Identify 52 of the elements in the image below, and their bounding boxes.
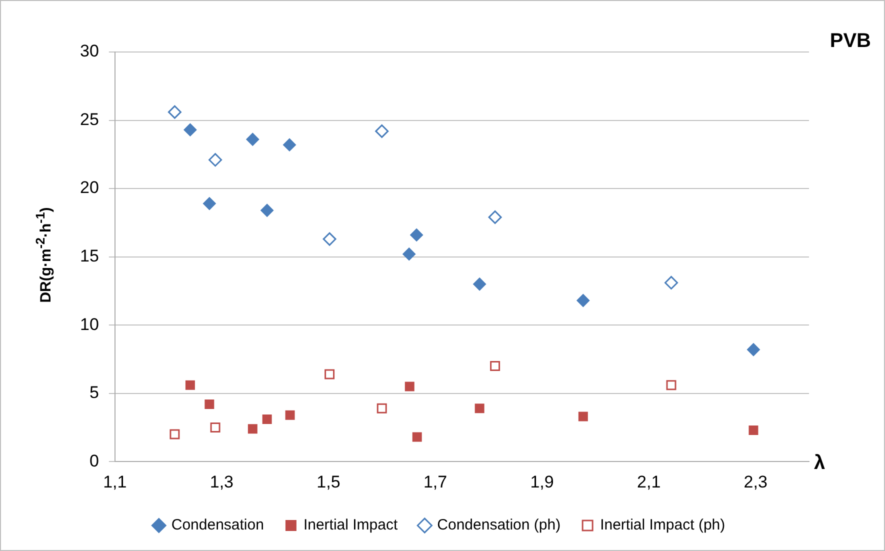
point [210,422,220,432]
point [490,361,500,372]
point [324,369,335,380]
point [246,132,260,146]
point [488,210,502,224]
point [664,276,678,290]
point [322,232,336,246]
point [578,412,588,422]
point [170,429,180,440]
point [748,425,758,435]
point [666,380,676,390]
y-tick-label: 5 [89,383,99,402]
point [404,382,414,392]
x-tick-label: 2,3 [744,472,768,492]
point [410,228,424,242]
y-tick-label: 0 [89,451,99,470]
legend-label: Condensation (ph) [437,516,561,534]
point [208,153,222,167]
point [248,424,258,434]
point [184,123,197,136]
y-tick-label: 20 [80,178,99,198]
y-tick-label: 30 [80,42,99,61]
point [412,432,422,442]
legend-label: Condensation [171,516,264,534]
point [746,343,760,356]
x-tick-label: 1,3 [210,472,234,492]
x-axis-title: λ [814,452,826,475]
point [474,404,484,414]
y-tick-label: 15 [80,246,99,266]
x-tick-label: 1,5 [316,472,340,492]
point [473,278,486,291]
point [376,403,387,414]
legend-label: Inertial Impact [303,516,398,534]
point [283,138,296,152]
point [285,410,295,420]
x-tick-label: 1,9 [530,472,554,492]
point [202,197,216,210]
point [204,400,214,409]
legend-label: Inertial Impact (ph) [600,516,726,534]
y-tick-label: 25 [80,110,99,129]
point [168,105,182,119]
text: PVB [830,30,871,53]
point [402,248,416,261]
x-tick-label: 1,7 [423,472,448,492]
point [260,204,274,217]
x-tick-label: 2,1 [637,472,661,492]
x-tick-label: 1,1 [103,472,127,492]
point [262,414,272,424]
point [185,380,195,390]
y-tick-label: 10 [80,314,99,334]
point [576,294,590,307]
point [375,124,389,138]
